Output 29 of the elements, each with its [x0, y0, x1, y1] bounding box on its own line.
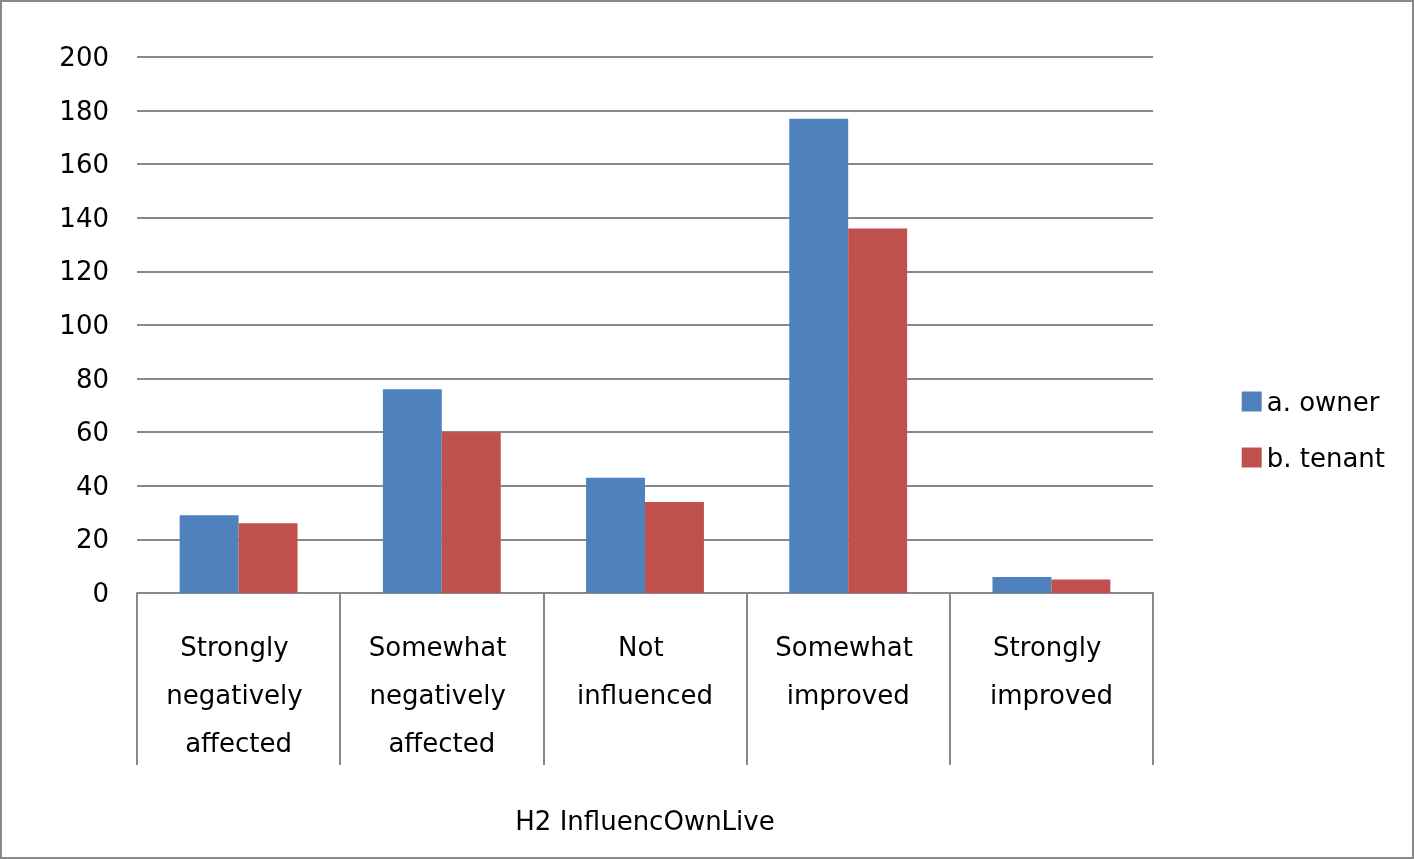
bar [238, 523, 298, 593]
bar [789, 118, 849, 593]
bar [1051, 579, 1111, 593]
y-tick-label: 40 [75, 470, 109, 501]
bar [179, 515, 239, 593]
y-tick-label: 60 [75, 417, 109, 448]
x-tick-label: Somewhat negatively affected [368, 632, 515, 758]
y-tick-label: 120 [59, 256, 109, 287]
bar [441, 432, 501, 593]
y-tick-label: 140 [59, 202, 109, 233]
bar [382, 389, 442, 593]
bar [848, 228, 908, 593]
y-tick-label: 80 [75, 363, 109, 394]
x-tick-label: Strongly improved [989, 632, 1113, 710]
y-tick-label: 0 [92, 578, 109, 608]
legend-label: a. owner [1266, 386, 1380, 417]
x-tick-label: Somewhat improved [775, 632, 922, 710]
y-tick-label: 100 [59, 310, 109, 340]
x-axis-title: H2 InfluencOwnLive [515, 806, 775, 836]
bar [586, 477, 645, 593]
bar [992, 576, 1052, 593]
bar [645, 501, 704, 593]
y-tick-label: 200 [59, 42, 109, 72]
y-tick-label: 20 [75, 524, 109, 555]
x-tick-label: Strongly negatively affected [166, 632, 311, 758]
x-tick-label: Not influenced [577, 632, 713, 710]
legend-label: b. tenant [1266, 442, 1385, 473]
y-tick-label: 180 [59, 95, 109, 126]
y-tick-label: 160 [59, 149, 109, 180]
